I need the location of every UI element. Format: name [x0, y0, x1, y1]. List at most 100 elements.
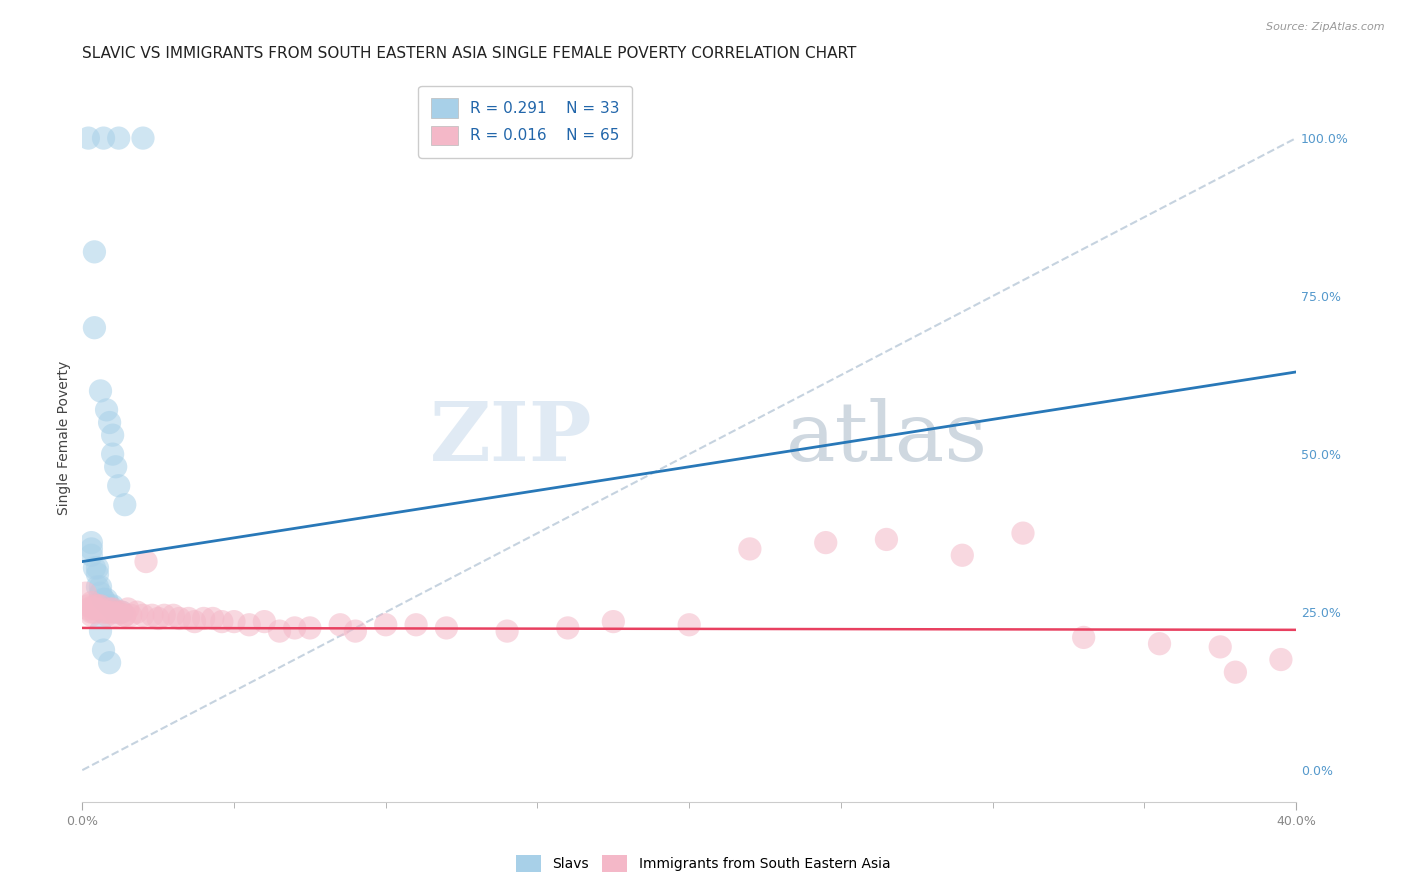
Point: [77, 602, 100, 616]
Point: [96, 402, 118, 417]
Point: [875, 533, 897, 547]
Point: [83, 244, 105, 259]
Point: [298, 621, 321, 635]
Point: [107, 479, 129, 493]
Point: [101, 602, 124, 616]
Point: [104, 605, 127, 619]
Point: [96, 592, 118, 607]
Point: [77, 131, 100, 145]
Point: [405, 617, 427, 632]
Point: [98, 605, 121, 619]
Point: [89, 586, 111, 600]
Point: [284, 621, 307, 635]
Y-axis label: Single Female Poverty: Single Female Poverty: [58, 361, 72, 516]
Point: [86, 580, 108, 594]
Point: [1073, 631, 1095, 645]
Point: [132, 608, 155, 623]
Point: [83, 599, 105, 613]
Point: [98, 656, 121, 670]
Point: [117, 602, 139, 616]
Point: [93, 643, 115, 657]
Point: [83, 561, 105, 575]
Point: [93, 605, 115, 619]
Point: [96, 605, 118, 619]
Legend: R = 0.291    N = 33, R = 0.016    N = 65: R = 0.291 N = 33, R = 0.016 N = 65: [419, 87, 633, 158]
Point: [120, 608, 142, 623]
Point: [83, 320, 105, 334]
Point: [153, 608, 176, 623]
Point: [496, 624, 519, 639]
Point: [1270, 652, 1292, 666]
Legend: Slavs, Immigrants from South Eastern Asia: Slavs, Immigrants from South Eastern Asi…: [510, 849, 896, 878]
Text: atlas: atlas: [786, 399, 988, 478]
Point: [93, 592, 115, 607]
Point: [111, 605, 134, 619]
Point: [86, 599, 108, 613]
Point: [101, 428, 124, 442]
Point: [98, 602, 121, 616]
Point: [1012, 526, 1035, 541]
Point: [329, 617, 352, 632]
Point: [950, 548, 973, 562]
Point: [114, 608, 136, 623]
Point: [135, 555, 157, 569]
Point: [111, 605, 134, 619]
Point: [98, 416, 121, 430]
Point: [89, 624, 111, 639]
Point: [107, 605, 129, 619]
Point: [83, 605, 105, 619]
Point: [107, 131, 129, 145]
Point: [177, 611, 200, 625]
Point: [738, 541, 761, 556]
Point: [80, 596, 103, 610]
Point: [83, 602, 105, 616]
Point: [132, 131, 155, 145]
Point: [253, 615, 276, 629]
Point: [162, 608, 184, 623]
Point: [75, 586, 97, 600]
Point: [678, 617, 700, 632]
Point: [89, 384, 111, 398]
Point: [80, 608, 103, 623]
Point: [169, 611, 191, 625]
Point: [89, 599, 111, 613]
Point: [125, 605, 148, 619]
Point: [344, 624, 367, 639]
Point: [114, 608, 136, 623]
Point: [89, 602, 111, 616]
Point: [269, 624, 291, 639]
Point: [193, 611, 215, 625]
Point: [114, 498, 136, 512]
Point: [201, 611, 224, 625]
Point: [436, 621, 458, 635]
Point: [557, 621, 579, 635]
Point: [98, 599, 121, 613]
Point: [77, 599, 100, 613]
Point: [814, 535, 837, 549]
Point: [86, 567, 108, 582]
Point: [1209, 640, 1232, 654]
Point: [96, 608, 118, 623]
Point: [238, 617, 260, 632]
Point: [104, 459, 127, 474]
Point: [80, 605, 103, 619]
Point: [211, 615, 233, 629]
Point: [101, 447, 124, 461]
Text: Source: ZipAtlas.com: Source: ZipAtlas.com: [1267, 22, 1385, 32]
Point: [374, 617, 396, 632]
Point: [80, 535, 103, 549]
Point: [1149, 637, 1171, 651]
Point: [80, 548, 103, 562]
Point: [93, 592, 115, 607]
Point: [93, 131, 115, 145]
Text: SLAVIC VS IMMIGRANTS FROM SOUTH EASTERN ASIA SINGLE FEMALE POVERTY CORRELATION C: SLAVIC VS IMMIGRANTS FROM SOUTH EASTERN …: [83, 46, 856, 62]
Point: [86, 561, 108, 575]
Point: [101, 599, 124, 613]
Point: [89, 580, 111, 594]
Point: [146, 611, 169, 625]
Point: [1225, 665, 1247, 680]
Point: [222, 615, 245, 629]
Point: [101, 605, 124, 619]
Point: [104, 608, 127, 623]
Point: [141, 608, 163, 623]
